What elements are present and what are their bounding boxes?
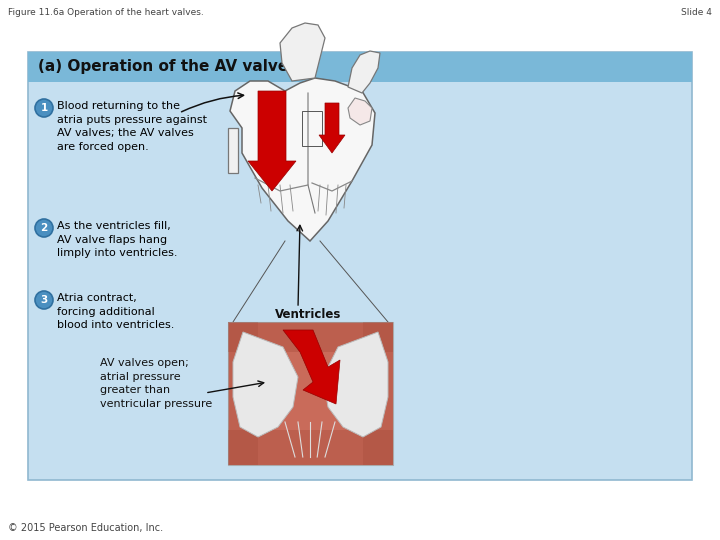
Polygon shape — [280, 23, 325, 81]
Text: As the ventricles fill,
AV valve flaps hang
limply into ventricles.: As the ventricles fill, AV valve flaps h… — [57, 221, 178, 258]
Polygon shape — [283, 330, 340, 404]
FancyBboxPatch shape — [228, 430, 393, 465]
Text: Blood returning to the
atria puts pressure against
AV valves; the AV valves
are : Blood returning to the atria puts pressu… — [57, 101, 207, 152]
Polygon shape — [230, 78, 375, 241]
Text: Ventricles: Ventricles — [275, 308, 341, 321]
Circle shape — [35, 219, 53, 237]
Polygon shape — [233, 332, 298, 437]
Text: 3: 3 — [40, 295, 48, 305]
Polygon shape — [319, 103, 345, 153]
Text: Atria contract,
forcing additional
blood into ventricles.: Atria contract, forcing additional blood… — [57, 293, 174, 330]
FancyBboxPatch shape — [228, 322, 393, 352]
Circle shape — [35, 291, 53, 309]
FancyBboxPatch shape — [28, 52, 692, 480]
Text: (a) Operation of the AV valves: (a) Operation of the AV valves — [38, 59, 297, 75]
Text: Slide 4: Slide 4 — [681, 8, 712, 17]
FancyBboxPatch shape — [28, 52, 692, 82]
FancyBboxPatch shape — [363, 322, 393, 465]
Text: 2: 2 — [40, 223, 48, 233]
FancyBboxPatch shape — [228, 322, 258, 465]
Polygon shape — [248, 91, 296, 191]
Circle shape — [35, 99, 53, 117]
Text: Figure 11.6a Operation of the heart valves.: Figure 11.6a Operation of the heart valv… — [8, 8, 204, 17]
Polygon shape — [348, 98, 372, 125]
Text: 1: 1 — [40, 103, 48, 113]
Polygon shape — [245, 88, 265, 123]
Text: © 2015 Pearson Education, Inc.: © 2015 Pearson Education, Inc. — [8, 523, 163, 533]
Polygon shape — [228, 128, 238, 173]
FancyBboxPatch shape — [228, 322, 393, 465]
Text: AV valves open;
atrial pressure
greater than
ventricular pressure: AV valves open; atrial pressure greater … — [100, 358, 212, 409]
Polygon shape — [323, 332, 388, 437]
Polygon shape — [348, 51, 380, 93]
